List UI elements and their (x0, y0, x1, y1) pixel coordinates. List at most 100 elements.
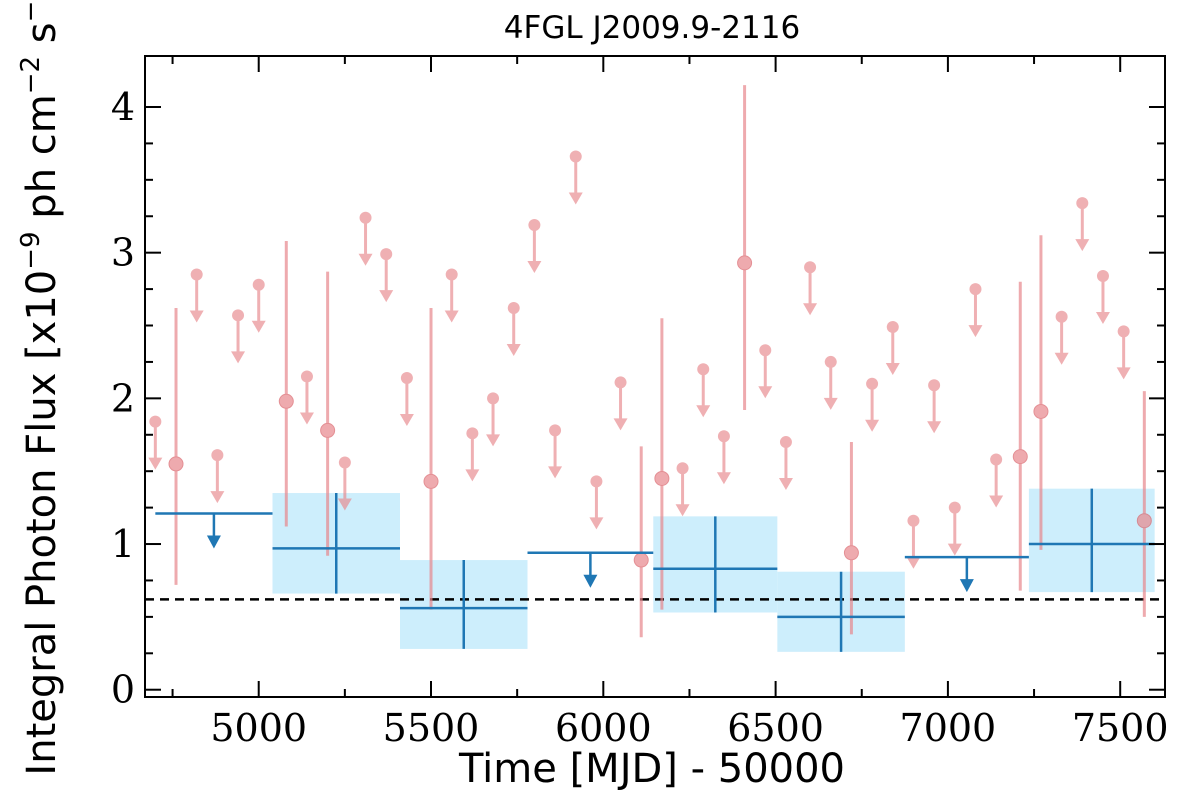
fine-upper-limit-marker (487, 392, 500, 405)
fine-upper-limit-arrowhead (299, 412, 314, 425)
fine-upper-limit-arrowhead (189, 310, 204, 323)
fine-upper-limit (527, 218, 542, 273)
fine-upper-limit (148, 415, 163, 470)
fine-upper-limit-arrowhead (1116, 367, 1131, 380)
y-tick-label: 4 (111, 85, 135, 129)
fine-upper-limit-arrowhead (927, 421, 942, 434)
fine-bin-layer (148, 85, 1152, 638)
fine-upper-limit (989, 453, 1004, 508)
fine-upper-limit (189, 268, 204, 323)
fine-upper-limit (947, 501, 962, 556)
y-axis-label-exp: −9 (16, 231, 46, 269)
fine-upper-limit (548, 424, 563, 479)
y-axis-label-exp: −2 (16, 56, 46, 94)
fine-detection-marker (1136, 513, 1152, 529)
fine-upper-limit (696, 363, 711, 418)
fine-upper-limit-arrowhead (379, 290, 394, 303)
fine-upper-limit (251, 278, 266, 333)
fine-upper-limit (885, 320, 900, 375)
fine-upper-limit-marker (400, 371, 413, 384)
fine-upper-limit (865, 377, 880, 432)
x-tick-label: 6000 (555, 706, 652, 750)
fine-upper-limit-marker (549, 424, 562, 437)
x-tick-label: 7500 (1072, 706, 1169, 750)
fine-upper-limit-arrowhead (947, 543, 962, 556)
fine-upper-limit-arrowhead (148, 457, 163, 470)
x-tick-label: 5000 (210, 706, 307, 750)
y-axis-label-part: ph cm (19, 94, 65, 231)
fine-detection (278, 241, 294, 527)
coarse-upper-limit-arrowhead (206, 535, 221, 549)
fine-detection-marker (843, 545, 859, 561)
fine-upper-limit (613, 376, 628, 431)
fine-upper-limit-marker (1055, 310, 1068, 323)
fine-upper-limit-marker (359, 211, 372, 224)
fine-detection-marker (1033, 403, 1049, 419)
fine-upper-limit-marker (697, 363, 710, 376)
fine-upper-limit-arrowhead (231, 351, 246, 364)
y-tick-label: 3 (111, 231, 135, 275)
fine-detection (1033, 235, 1049, 550)
fine-upper-limit-marker (149, 415, 162, 428)
fine-upper-limit-arrowhead (1075, 239, 1090, 252)
fine-detection (423, 308, 439, 610)
fine-upper-limit (803, 261, 818, 316)
fine-upper-limit-arrowhead (865, 419, 880, 432)
fine-detection (633, 446, 649, 638)
fine-upper-limit-arrowhead (358, 253, 373, 266)
fine-upper-limit-marker (528, 218, 541, 231)
fine-upper-limit (358, 211, 373, 266)
fine-upper-limit (1095, 269, 1110, 324)
fine-upper-limit-arrowhead (589, 517, 604, 530)
fine-upper-limit-marker (232, 309, 245, 322)
fine-upper-limit-arrowhead (1095, 311, 1110, 324)
fine-upper-limit-marker (886, 320, 899, 333)
fine-upper-limit (210, 449, 225, 504)
fine-upper-limit-marker (928, 379, 941, 392)
fine-upper-limit (399, 371, 414, 426)
fine-upper-limit (1075, 197, 1090, 252)
fine-upper-limit (675, 462, 690, 517)
fine-upper-limit-arrowhead (885, 362, 900, 375)
y-tick-label: 1 (111, 522, 135, 566)
axis-ticks: 5000 5500 6000 6500 7000 7500 0 1 2 3 4 (111, 56, 1169, 750)
x-tick-label: 5500 (383, 706, 480, 750)
fine-upper-limit-arrowhead (465, 469, 480, 482)
coarse-bin-layer (155, 488, 1155, 652)
fine-upper-limit-marker (190, 268, 203, 281)
fine-upper-limit-arrowhead (906, 556, 921, 569)
fine-upper-limit-marker (300, 370, 313, 383)
fine-upper-limit (299, 370, 314, 425)
fine-upper-limit (1054, 310, 1069, 365)
fine-upper-limit-arrowhead (716, 472, 731, 485)
fine-upper-limit-arrowhead (486, 434, 501, 447)
fine-upper-limit-marker (824, 355, 837, 368)
fine-upper-limit-marker (466, 427, 479, 440)
fine-detection-marker (654, 470, 670, 486)
fine-upper-limit-arrowhead (251, 320, 266, 333)
coarse-bin-bands (272, 488, 1155, 652)
fine-upper-limit (506, 302, 521, 357)
x-axis-label: Time [MJD] - 50000 (458, 746, 845, 792)
fine-upper-limit-arrowhead (758, 386, 773, 399)
y-tick-label: 2 (111, 376, 135, 420)
fine-upper-limit-marker (590, 475, 603, 488)
fine-upper-limit-arrowhead (568, 192, 583, 205)
fine-upper-limit-arrowhead (527, 260, 542, 273)
fine-upper-limit (823, 355, 838, 410)
fine-upper-limit (379, 248, 394, 303)
y-axis-label-part: s (19, 22, 65, 56)
fine-upper-limit (968, 283, 983, 338)
fine-upper-limit-marker (676, 462, 689, 475)
fine-upper-limit-arrowhead (803, 303, 818, 316)
fine-upper-limit-arrowhead (548, 466, 563, 479)
fine-upper-limit (778, 436, 793, 491)
fine-detection (1136, 391, 1152, 617)
fine-upper-limit (716, 430, 731, 485)
fine-upper-limit (589, 475, 604, 530)
fine-upper-limit-marker (969, 283, 982, 296)
fine-detection (737, 85, 753, 411)
fine-upper-limit-arrowhead (399, 413, 414, 426)
fine-upper-limit-arrowhead (1054, 352, 1069, 365)
